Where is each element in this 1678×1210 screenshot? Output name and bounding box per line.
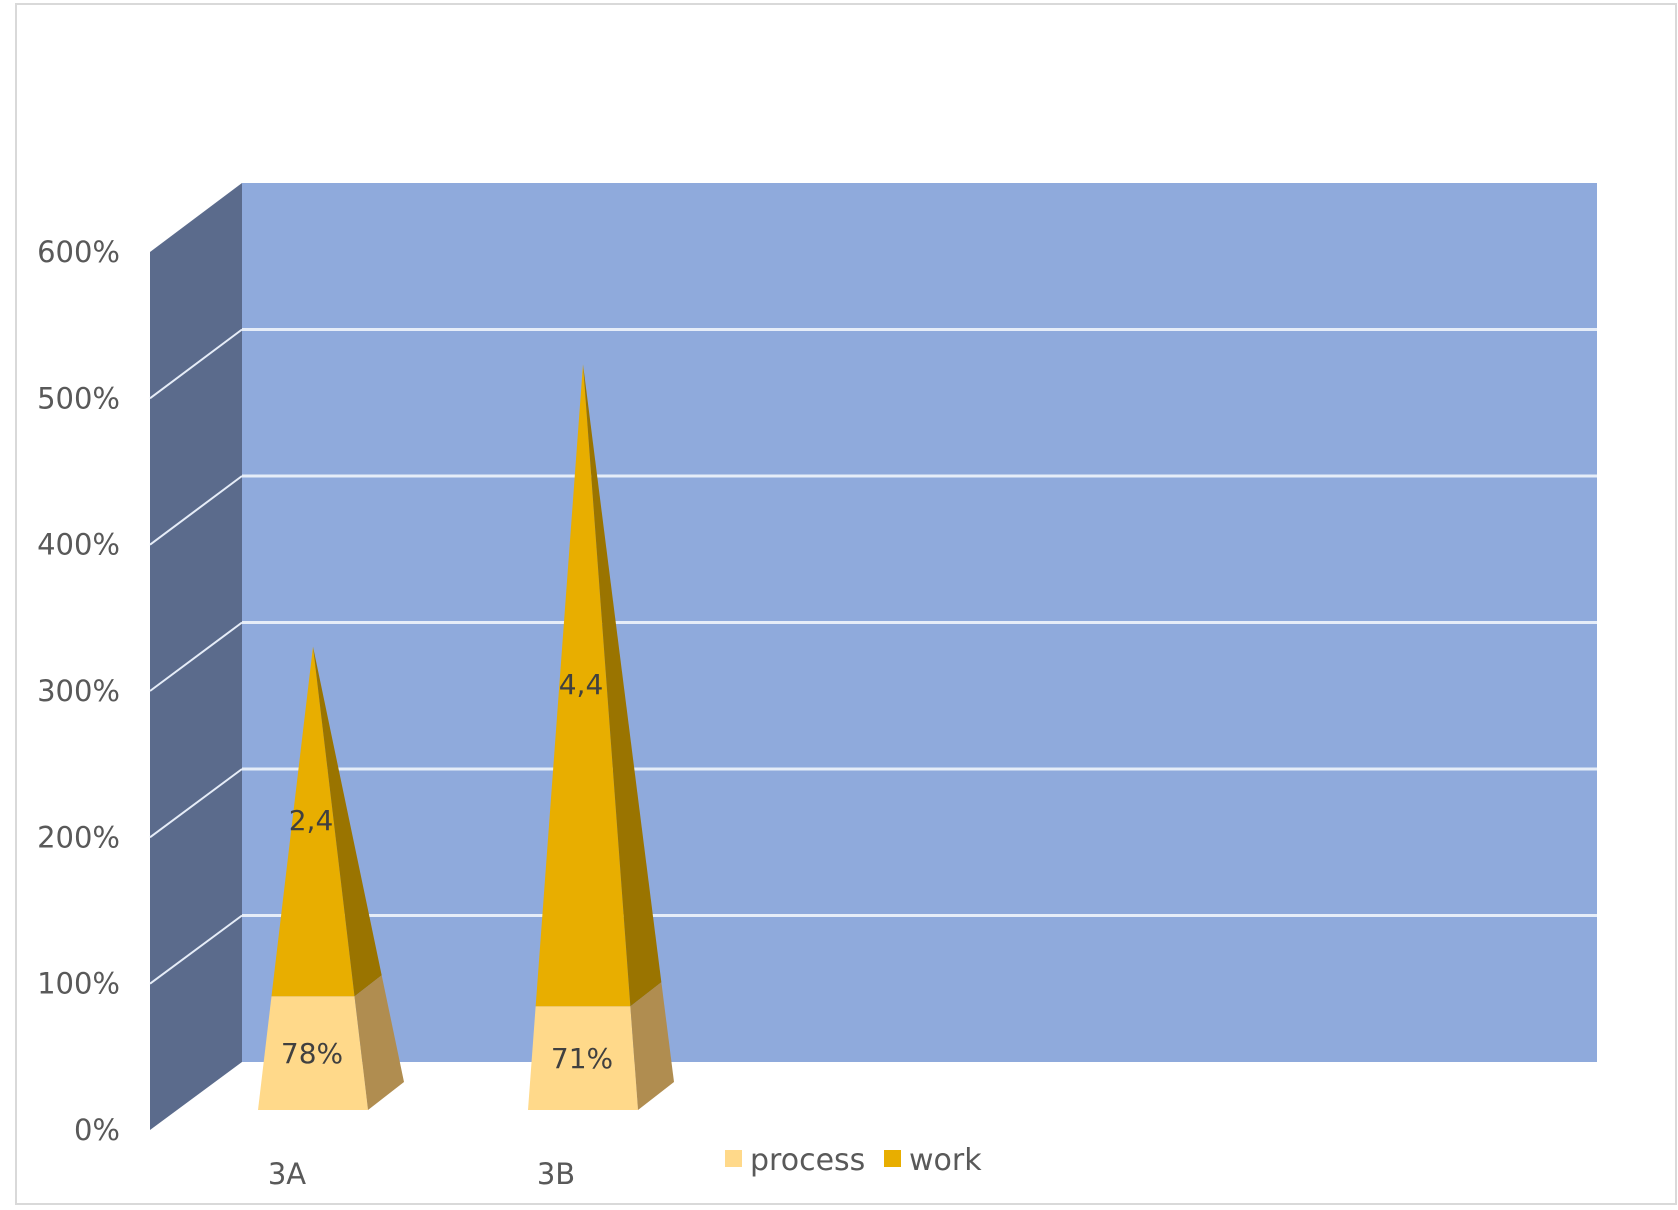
y-tick-label: 300% <box>37 674 120 708</box>
data-label-work: 4,4 <box>559 668 604 701</box>
bar-process-front <box>258 996 368 1110</box>
bar-process-side <box>354 975 404 1110</box>
data-label-work: 2,4 <box>289 804 334 837</box>
gridline-side <box>149 621 243 692</box>
gridline-side <box>149 328 243 400</box>
y-tick-label: 600% <box>37 235 120 269</box>
y-tick-label: 500% <box>37 381 120 415</box>
y-tick-label: 100% <box>37 967 120 1001</box>
bar-work-front <box>535 364 631 1007</box>
gridline-side <box>149 914 243 985</box>
chart-border <box>15 3 1677 1205</box>
data-label-process: 78% <box>281 1037 343 1070</box>
gridline-side <box>149 475 243 546</box>
y-tick-label: 200% <box>37 820 120 854</box>
y-tick-label: 0% <box>74 1113 120 1147</box>
bar-process-side <box>630 982 674 1110</box>
legend-work-label: work <box>909 1143 982 1178</box>
gridline-side <box>149 768 243 839</box>
data-label-process: 71% <box>551 1042 613 1075</box>
x-category-label: 3B <box>537 1157 575 1191</box>
legend-process-label: process <box>750 1143 865 1178</box>
bar-work-front <box>271 646 355 997</box>
legend-process-swatch <box>725 1150 742 1167</box>
y-tick-label: 400% <box>37 528 120 562</box>
bar-work-side <box>313 646 382 997</box>
legend-work-swatch <box>884 1150 901 1167</box>
bar-process-front <box>528 1006 638 1110</box>
x-category-label: 3A <box>268 1157 306 1191</box>
bar-work-side <box>583 364 662 1007</box>
